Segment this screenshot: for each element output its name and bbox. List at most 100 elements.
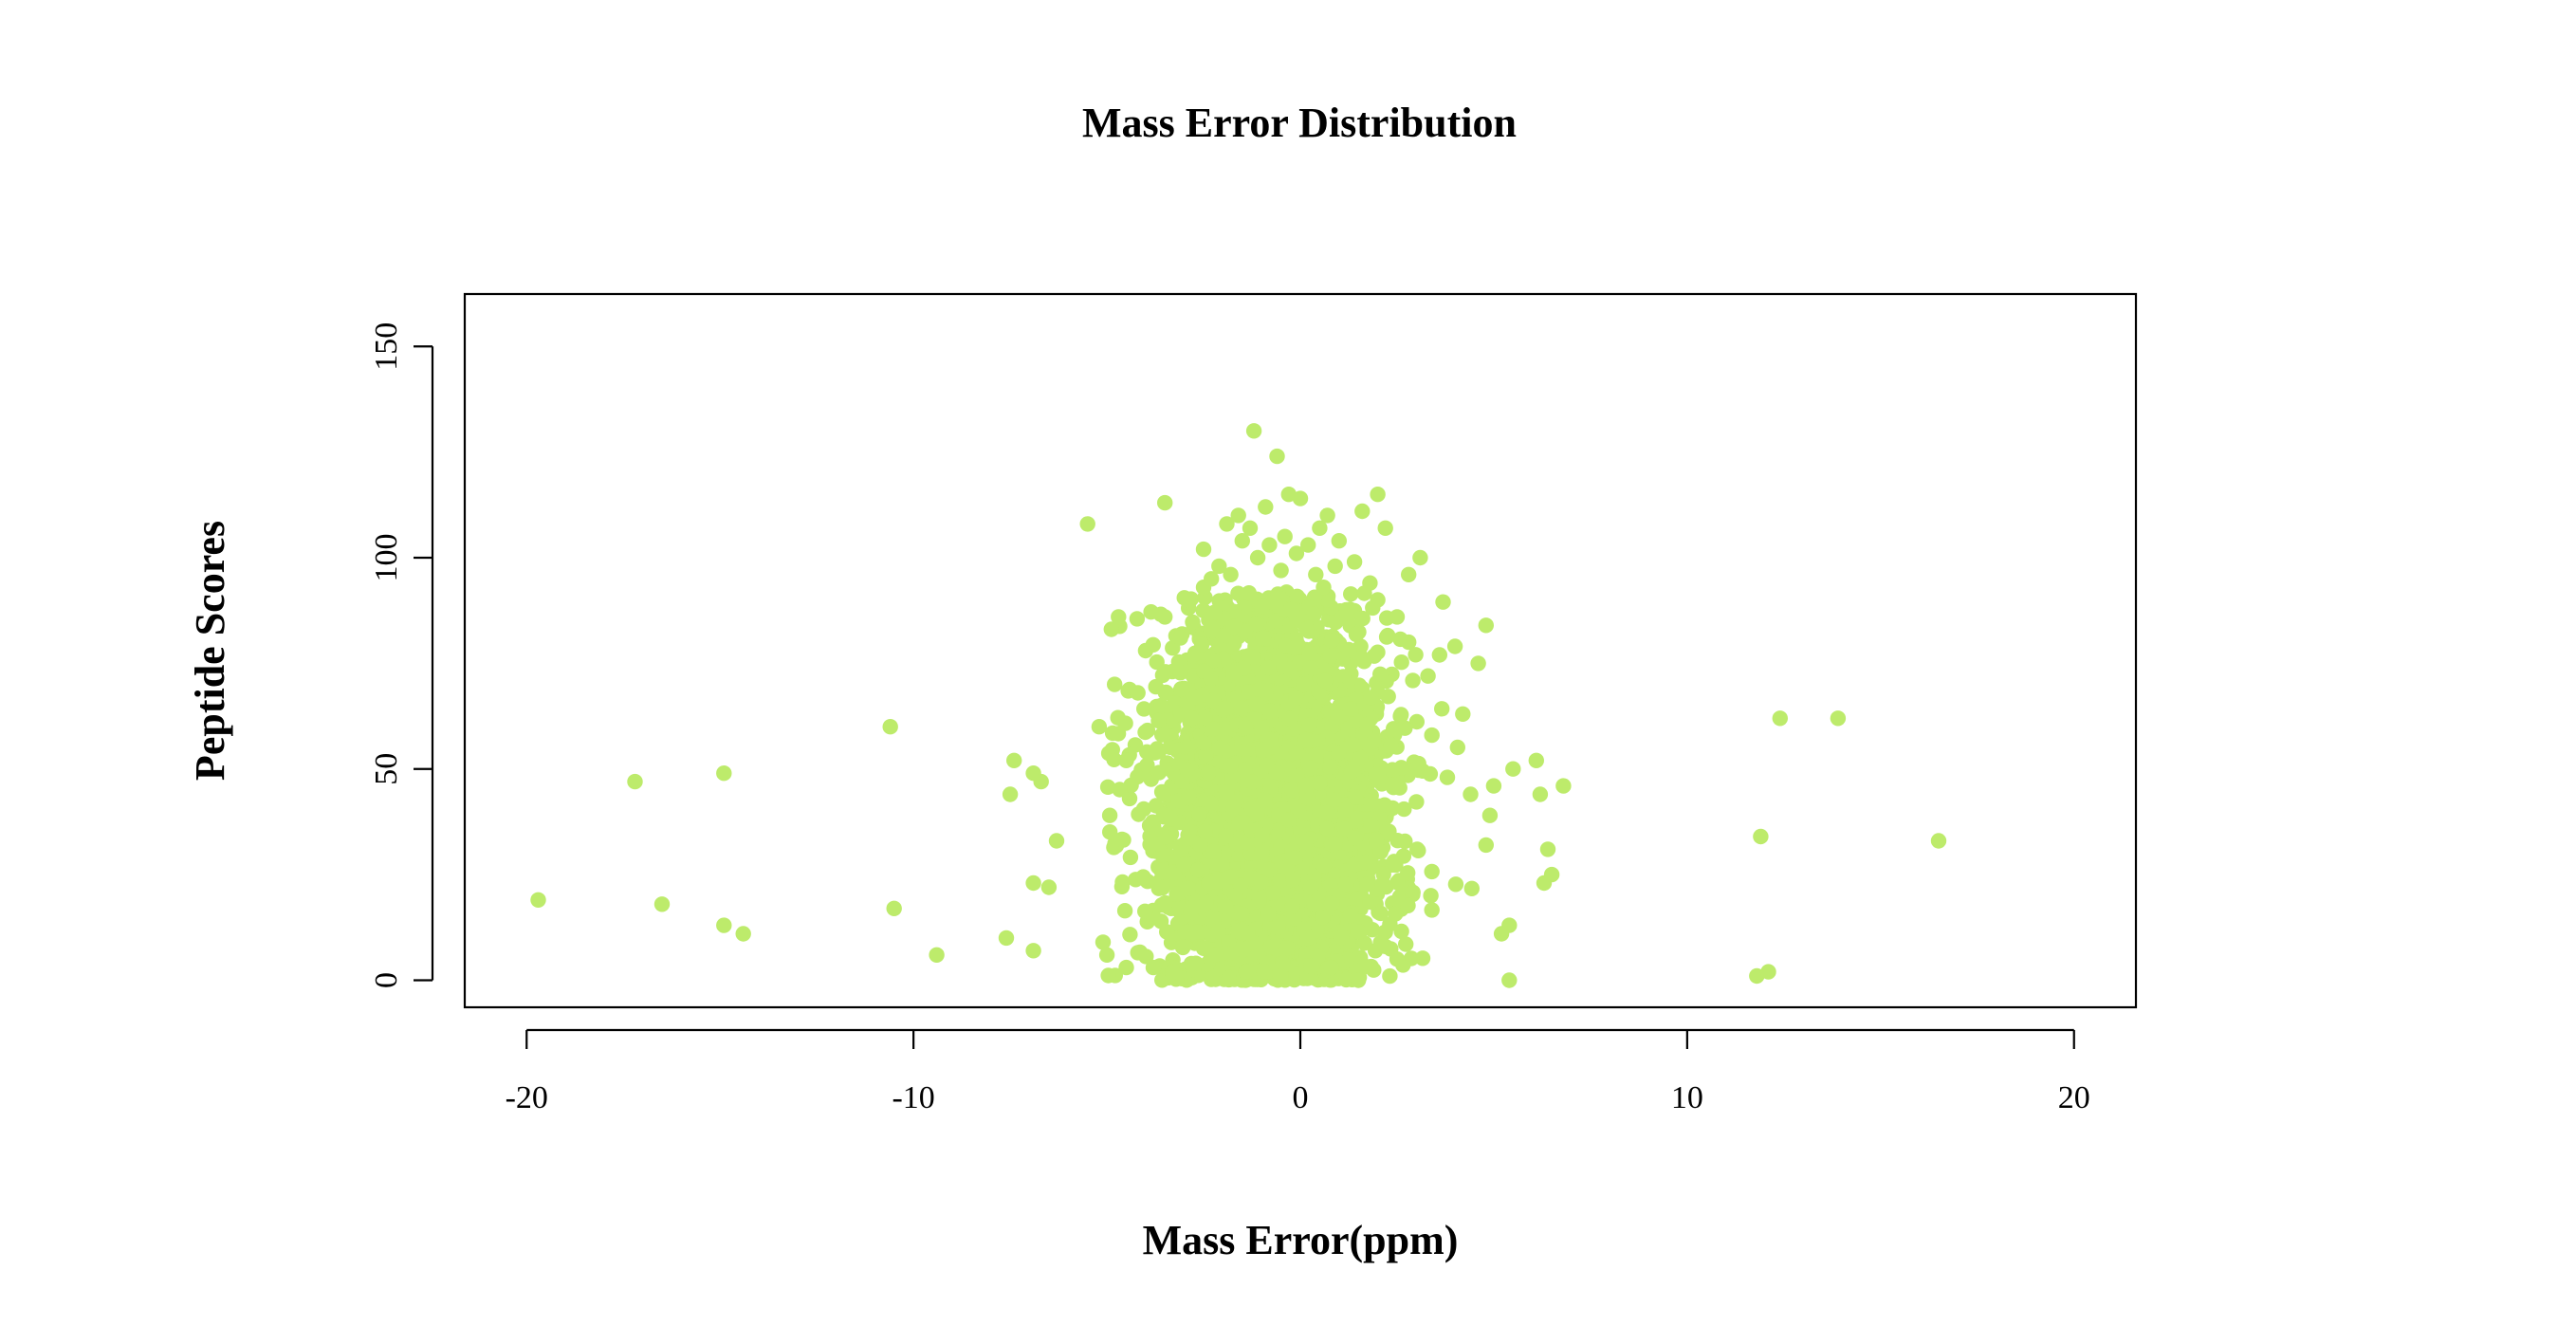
scatter-point: [1218, 828, 1235, 844]
scatter-point: [1107, 676, 1123, 692]
scatter-point: [1040, 879, 1058, 895]
scatter-point: [1382, 967, 1398, 985]
scatter-point: [1102, 824, 1118, 840]
scatter-point: [1150, 764, 1168, 781]
scatter-point: [1200, 764, 1217, 782]
scatter-point: [1137, 642, 1154, 659]
scatter-point: [1528, 752, 1545, 768]
scatter-point: [1405, 884, 1421, 900]
scatter-point: [1150, 712, 1167, 729]
scatter-point: [1238, 719, 1254, 736]
scatter-point: [1501, 972, 1518, 988]
scatter-point: [1195, 735, 1212, 751]
scatter-point: [1372, 905, 1389, 922]
scatter-point: [1254, 827, 1270, 843]
scatter-point: [1287, 850, 1303, 866]
scatter-point: [1180, 592, 1196, 608]
scatter-point: [1221, 934, 1237, 950]
scatter-point: [1253, 874, 1270, 891]
scatter-point: [1414, 950, 1431, 967]
scatter-point: [1168, 886, 1185, 902]
scatter-point: [1122, 849, 1139, 866]
scatter-point: [1241, 585, 1258, 601]
scatter-point: [1236, 660, 1252, 676]
scatter-point: [1285, 872, 1301, 888]
scatter-point: [1424, 863, 1440, 880]
scatter-point: [1173, 845, 1189, 861]
scatter-point: [1397, 833, 1413, 850]
scatter-point: [1422, 765, 1439, 782]
scatter-point: [1282, 661, 1298, 678]
y-tick-label: 0: [369, 972, 404, 988]
scatter-point: [1354, 503, 1371, 520]
scatter-point: [1195, 602, 1211, 618]
scatter-point: [1211, 740, 1227, 756]
scatter-point: [1205, 692, 1222, 709]
scatter-point: [1331, 745, 1347, 762]
scatter-point: [1225, 800, 1242, 816]
scatter-point: [1231, 815, 1247, 832]
scatter-point: [1187, 955, 1205, 971]
scatter-point: [1234, 533, 1251, 549]
scatter-point: [1268, 613, 1284, 630]
scatter-point: [1205, 843, 1222, 859]
scatter-point: [1297, 777, 1315, 794]
y-axis-label: Peptide Scores: [187, 521, 233, 781]
scatter-point: [1279, 940, 1296, 956]
scatter-point: [1180, 880, 1197, 896]
scatter-point: [1205, 721, 1222, 737]
y-tick-label: 150: [369, 322, 404, 371]
scatter-point: [1286, 639, 1302, 656]
scatter-point: [1172, 665, 1188, 681]
scatter-point: [1348, 789, 1364, 805]
scatter-point: [1366, 733, 1382, 749]
scatter-point: [1261, 537, 1278, 553]
scatter-point: [1393, 707, 1409, 723]
scatter-point: [1354, 610, 1371, 627]
scatter-point: [1233, 700, 1249, 717]
scatter-point: [1372, 666, 1389, 682]
scatter-point: [1352, 638, 1369, 654]
scatter-point: [1181, 830, 1197, 846]
scatter-point: [1327, 558, 1343, 575]
scatter-point: [1288, 690, 1304, 707]
scatter-point: [1319, 592, 1335, 608]
scatter-point: [1352, 750, 1369, 766]
scatter-point: [1288, 745, 1305, 761]
scatter-point: [1364, 797, 1381, 813]
scatter-point: [1111, 609, 1127, 625]
scatter-point: [1297, 731, 1314, 748]
scatter-point: [1099, 779, 1116, 795]
scatter-point: [1191, 806, 1207, 822]
scatter-point: [1364, 922, 1381, 938]
scatter-point: [1300, 537, 1316, 553]
scatter-point: [1363, 817, 1379, 833]
scatter-point: [1205, 653, 1222, 669]
scatter-point: [1189, 924, 1205, 940]
scatter-point: [1136, 701, 1152, 717]
scatter-point: [1194, 636, 1210, 653]
x-axis-label: Mass Error(ppm): [1143, 1217, 1459, 1263]
scatter-point: [1350, 810, 1366, 826]
scatter-point: [1157, 609, 1173, 625]
scatter-point: [1175, 856, 1192, 873]
scatter-point: [1211, 558, 1227, 575]
scatter-point: [1338, 604, 1355, 621]
scatter-point: [1760, 964, 1776, 980]
scatter-point: [1113, 831, 1131, 848]
scatter-point: [1154, 727, 1170, 743]
scatter-point: [1435, 594, 1451, 610]
scatter-point: [1301, 645, 1318, 661]
scatter-point: [1351, 972, 1367, 988]
scatter-point: [1248, 616, 1264, 633]
scatter-point: [1302, 659, 1318, 676]
scatter-point: [1253, 682, 1270, 698]
scatter-point: [1173, 681, 1189, 697]
scatter-point: [1203, 795, 1220, 811]
scatter-point: [1555, 778, 1572, 794]
scatter-point: [1423, 888, 1439, 904]
scatter-point: [1478, 837, 1495, 854]
scatter-point: [1025, 943, 1041, 959]
y-tick-label: 50: [369, 753, 404, 785]
scatter-point: [1157, 894, 1173, 911]
